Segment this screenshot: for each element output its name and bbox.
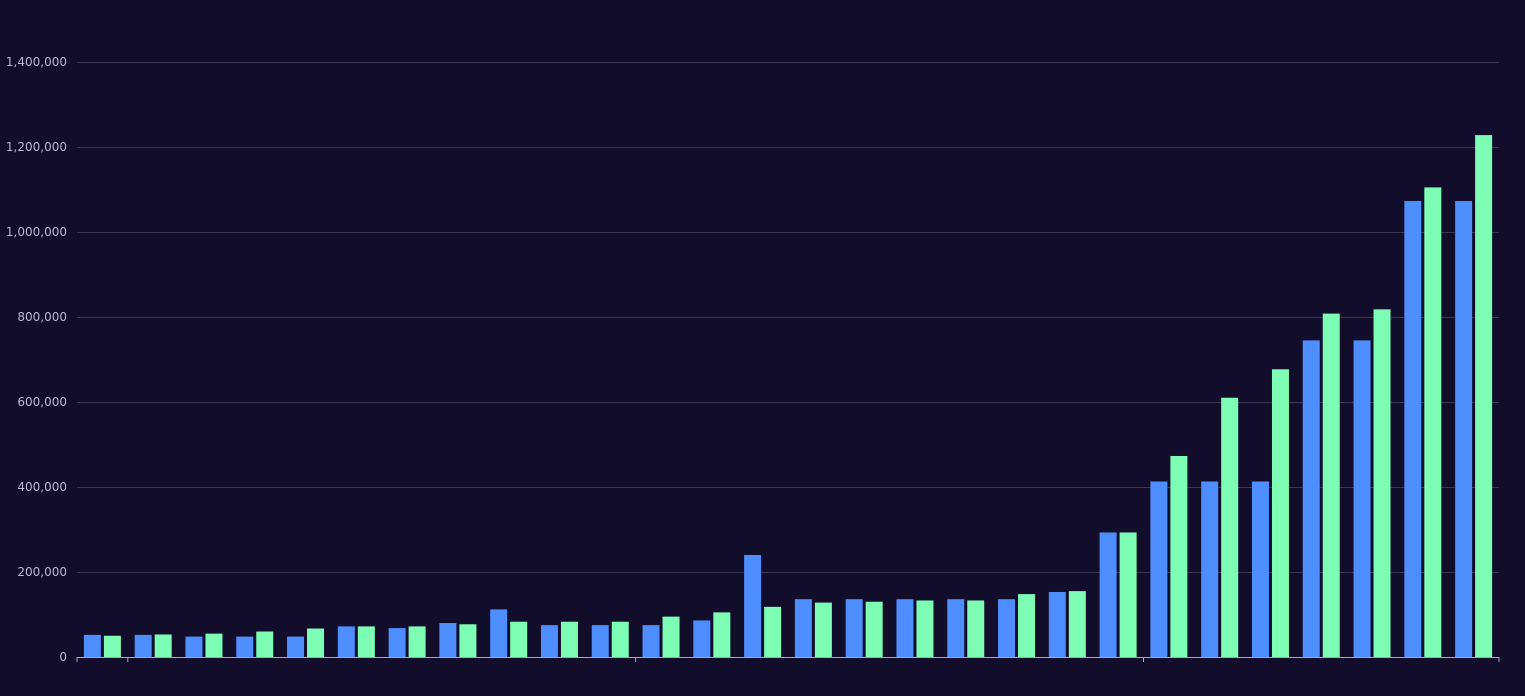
bar-series-2[interactable] [560,621,578,657]
bar-series-2[interactable] [662,616,680,658]
bar-series-2[interactable] [205,633,223,658]
bar-series-1[interactable] [1302,340,1320,658]
bar-series-2[interactable] [1271,369,1289,657]
y-axis-tick-labels: 0 200,000 400,000 600,000 800,000 1,000,000 1,… [6,55,67,664]
bar-series-1[interactable] [744,555,762,657]
bar-series-1[interactable] [287,636,305,657]
bar-series-1[interactable] [1455,200,1473,657]
bar-series-2[interactable] [307,628,325,657]
bar-series-2[interactable] [1170,455,1188,657]
bar-series-1[interactable] [185,636,203,657]
bar-series-1[interactable] [1099,532,1117,657]
y-tick-label: 400,000 [17,480,67,494]
grid-layer [77,62,1499,573]
bar-series-2[interactable] [1373,309,1391,657]
bar-series-1[interactable] [1150,481,1168,657]
bar-series-2[interactable] [865,601,883,657]
bar-series-1[interactable] [490,609,508,657]
bar-series-1[interactable] [845,599,863,657]
bar-series-1[interactable] [337,626,355,657]
bar-series-2[interactable] [408,626,426,657]
bar-series-1[interactable] [134,634,152,657]
bar-series-2[interactable] [357,626,375,657]
bar-series-2[interactable] [1018,594,1036,657]
bar-series-2[interactable] [1475,135,1493,658]
bar-series-1[interactable] [693,620,711,657]
bar-series-2[interactable] [611,621,629,657]
bar-series-2[interactable] [967,600,985,657]
y-tick-label: 1,400,000 [6,55,67,69]
bar-series-1[interactable] [83,634,101,657]
bars-layer [83,135,1493,658]
bar-series-1[interactable] [540,625,558,658]
x-axis [76,657,1500,662]
y-tick-label: 800,000 [17,310,67,324]
bar-series-2[interactable] [1322,313,1340,657]
bar-series-2[interactable] [1119,532,1137,657]
bar-series-1[interactable] [388,628,406,657]
bar-series-2[interactable] [916,600,934,657]
bar-series-1[interactable] [1251,481,1269,657]
bar-series-1[interactable] [947,599,965,657]
bar-series-2[interactable] [814,602,832,657]
bar-series-1[interactable] [591,625,609,658]
bar-series-2[interactable] [256,631,274,658]
y-tick-label: 200,000 [17,565,67,579]
bar-series-2[interactable] [1221,397,1239,657]
bar-series-1[interactable] [794,599,812,657]
y-tick-label: 600,000 [17,395,67,409]
bar-series-1[interactable] [1201,481,1219,657]
bar-series-2[interactable] [713,612,731,658]
bar-series-2[interactable] [459,624,477,657]
bar-series-1[interactable] [642,625,660,658]
y-tick-label: 0 [59,650,67,664]
bar-series-2[interactable] [764,606,782,657]
bar-series-2[interactable] [1068,591,1086,658]
bar-series-1[interactable] [1353,340,1371,658]
bar-series-1[interactable] [236,636,254,657]
y-tick-label: 1,000,000 [6,225,67,239]
bar-series-2[interactable] [510,621,528,657]
y-tick-label: 1,200,000 [6,140,67,154]
bar-series-1[interactable] [1048,591,1066,657]
bar-series-1[interactable] [896,599,914,657]
bar-series-1[interactable] [439,623,457,657]
bar-series-2[interactable] [103,635,121,657]
bar-series-1[interactable] [998,599,1016,657]
bar-series-1[interactable] [1404,200,1422,657]
bar-series-2[interactable] [1424,187,1442,658]
bar-series-2[interactable] [154,634,172,657]
